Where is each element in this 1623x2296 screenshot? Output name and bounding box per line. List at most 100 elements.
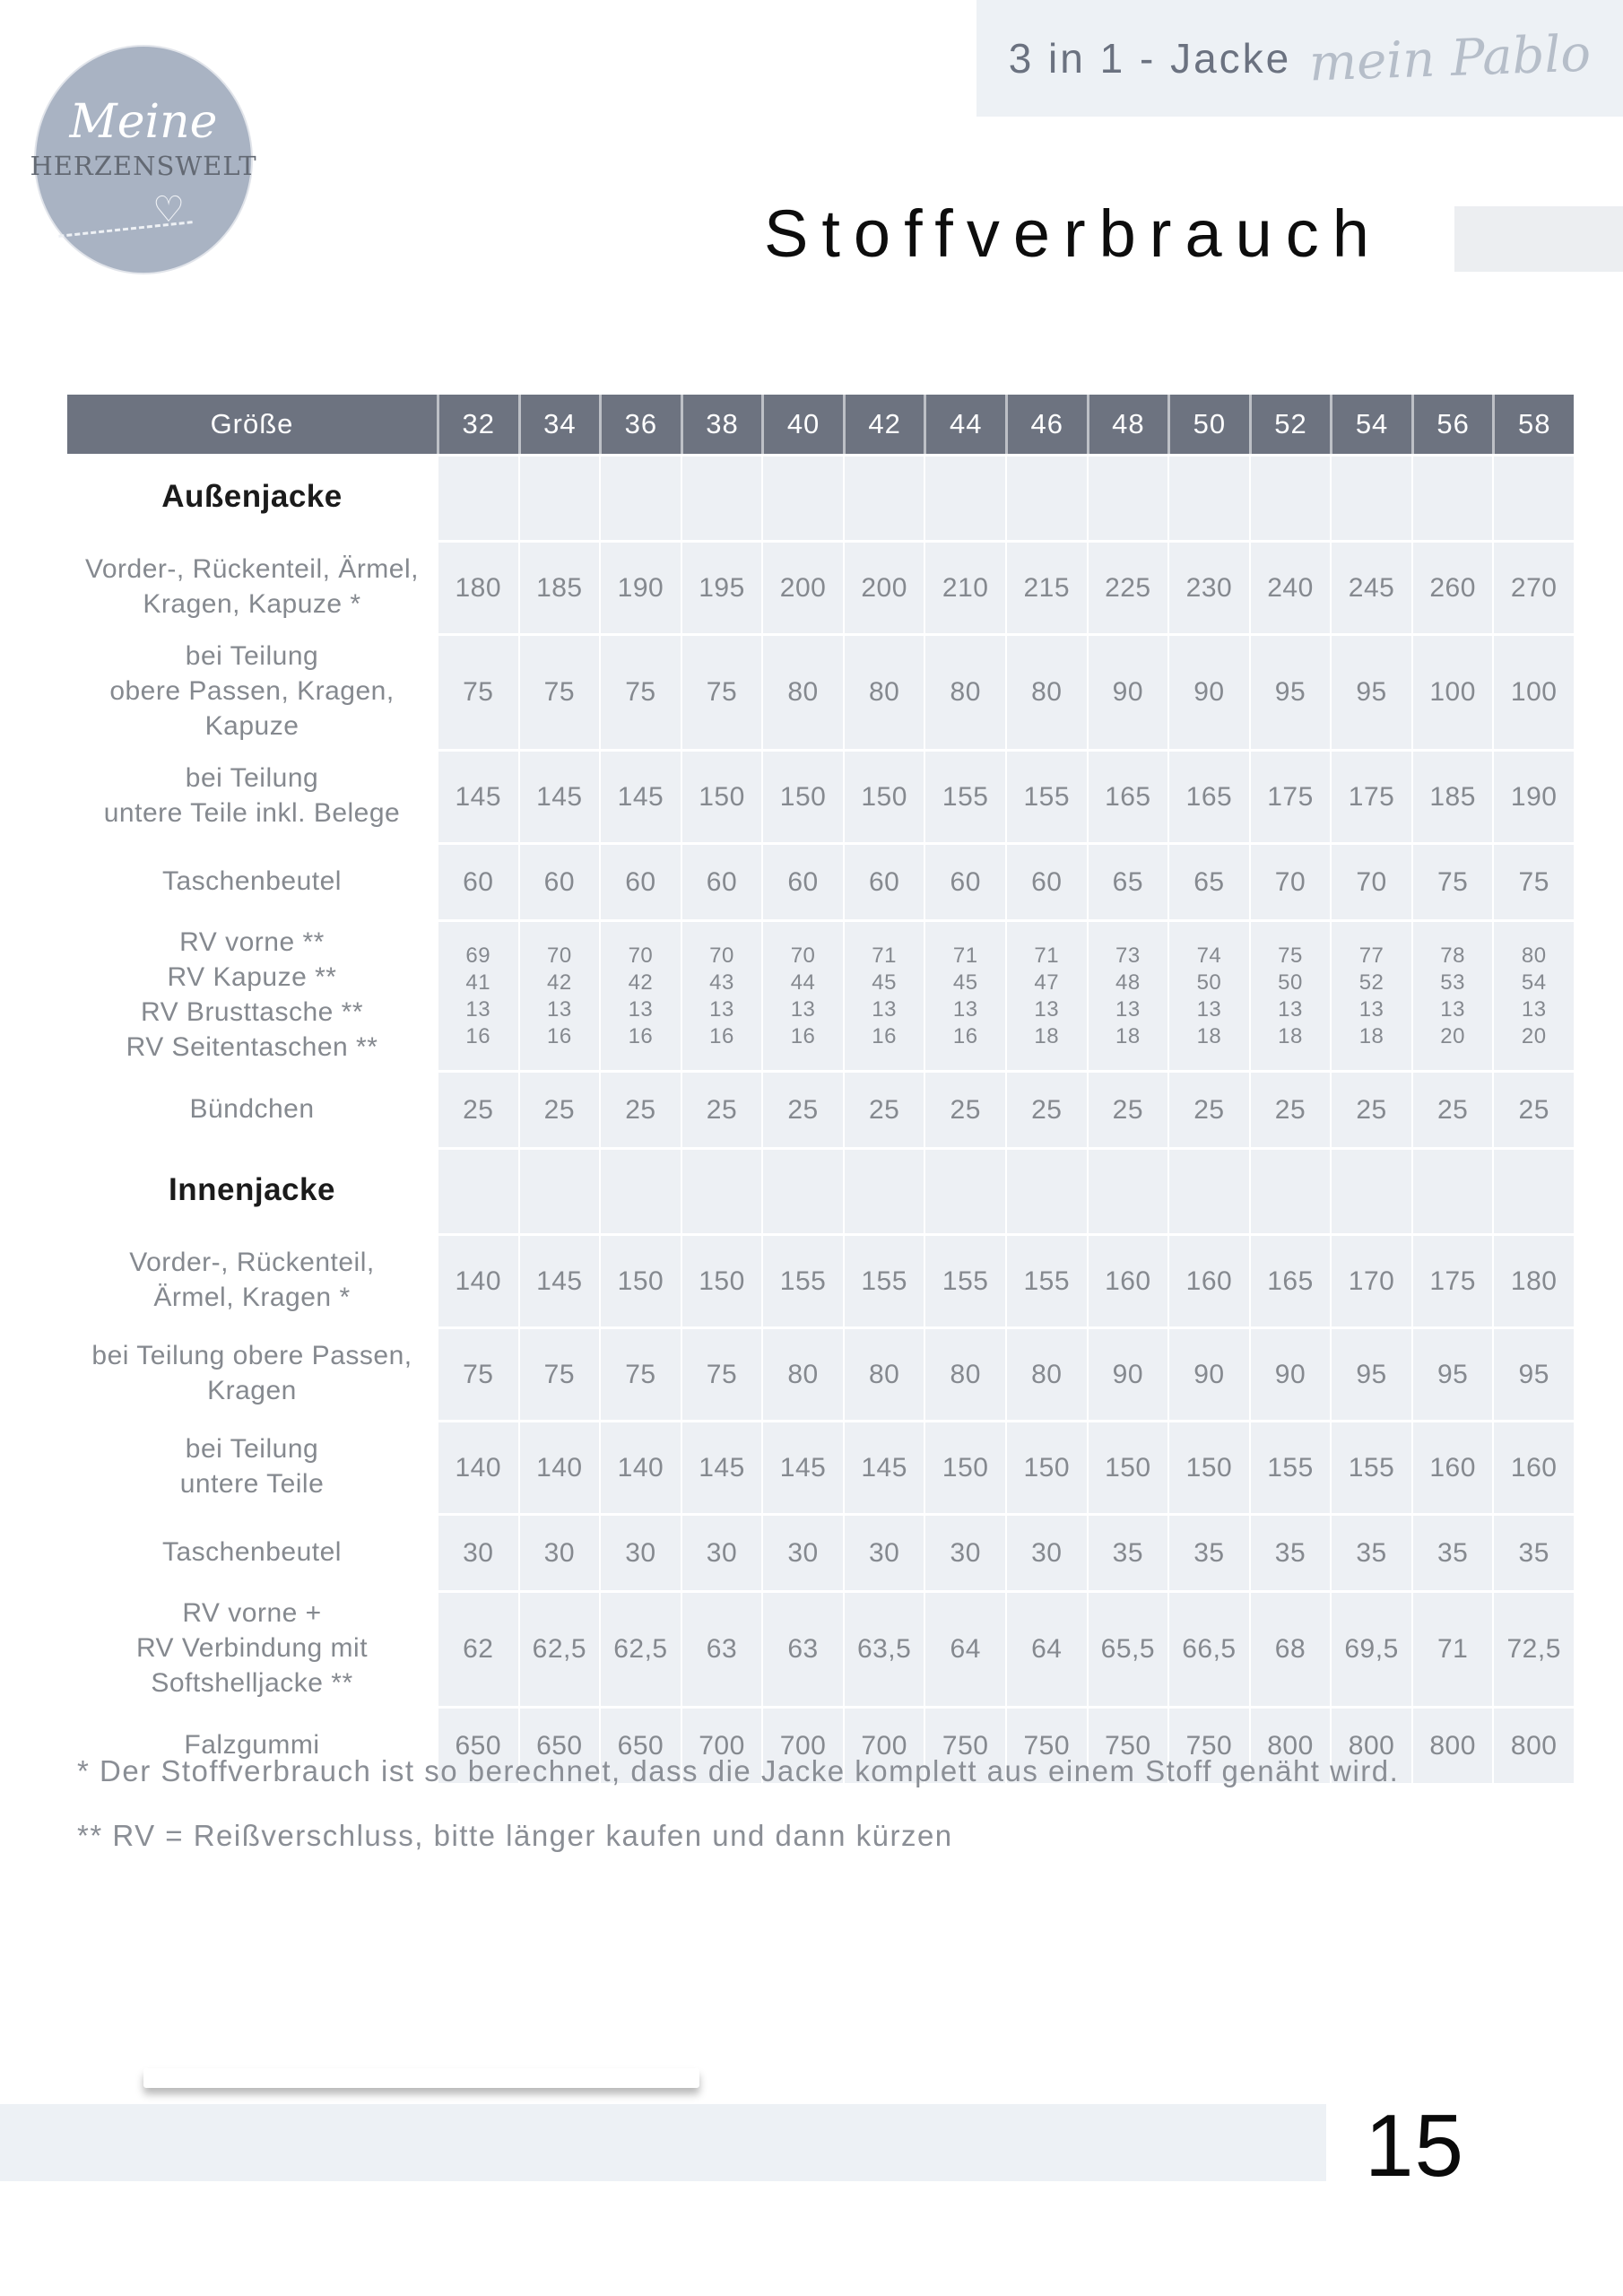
value-cell: 95 (1248, 633, 1331, 749)
value-cell: 35 (1410, 1513, 1493, 1590)
table-header-row: Größe 32 34 36 38 40 42 44 46 48 50 52 54 56 58 (67, 395, 1574, 454)
table-data-row: bei Teilung obere Passen, Kragen 75 75 75 75 8… (67, 1326, 1574, 1420)
value-line: 71 (872, 943, 897, 968)
value-cell: 700 (842, 1706, 924, 1783)
empty-cell (1167, 454, 1249, 540)
value-cell: 155 (1248, 1420, 1331, 1513)
table-data-row: Bündchen 25 25 25 25 25 25 25 25 25 25 25 25 25 25 (67, 1070, 1574, 1147)
value-line: 18 (1196, 1023, 1222, 1048)
value-cell: 25 (599, 1070, 681, 1147)
row-label-line: RV Brusttasche ** (140, 997, 364, 1027)
empty-cell (761, 1147, 843, 1233)
value-cell: 25 (1248, 1070, 1331, 1147)
value-cell: 150 (924, 1420, 1005, 1513)
value-cell: 69 41 13 16 (437, 919, 518, 1070)
value-cell: 70 44 13 16 (761, 919, 843, 1070)
value-cell: 35 (1086, 1513, 1168, 1590)
fabric-consumption-table: Größe 32 34 36 38 40 42 44 46 48 50 52 54 56 58 Außen… (67, 395, 1574, 1783)
value-cell: 155 (761, 1233, 843, 1326)
row-label-line: RV Verbindung mit (135, 1633, 369, 1663)
page-number: 15 (1365, 2096, 1465, 2195)
empty-cell (924, 454, 1005, 540)
value-line: 13 (465, 996, 491, 1022)
value-cell: 73 48 13 18 (1086, 919, 1168, 1070)
row-label: bei Teilung obere Passen, Kragen, Kapuze (67, 633, 437, 749)
value-cell: 72,5 (1492, 1590, 1574, 1706)
value-cell: 66,5 (1167, 1590, 1249, 1706)
value-cell: 70 43 13 16 (680, 919, 762, 1070)
value-cell: 100 (1410, 633, 1493, 749)
row-label: bei Teilung obere Passen, Kragen (67, 1326, 437, 1420)
size-column-header: 42 (842, 395, 924, 454)
value-cell: 175 (1410, 1233, 1493, 1326)
row-label-line: Kragen, Kapuze * (143, 589, 361, 619)
value-cell: 175 (1248, 749, 1331, 842)
footnote-2: ** RV = Reißverschluss, bitte länger kau… (77, 1819, 953, 1852)
value-cell: 90 (1086, 1326, 1168, 1420)
empty-cell (517, 1147, 600, 1233)
value-cell: 25 (924, 1070, 1005, 1147)
row-label: Vorder-, Rückenteil, Ärmel, Kragen * (67, 1233, 437, 1326)
value-line: 70 (709, 943, 734, 968)
value-line: 69 (465, 943, 491, 968)
brand-logo: Meine HERZENSWELT ♡ (30, 47, 256, 273)
value-cell: 60 (599, 842, 681, 919)
value-cell: 150 (1004, 1420, 1087, 1513)
table-section-row: Außenjacke (67, 454, 1574, 540)
value-cell: 63 (761, 1590, 843, 1706)
row-label-line: Ärmel, Kragen * (153, 1283, 351, 1312)
value-cell: 140 (517, 1420, 600, 1513)
value-cell: 100 (1492, 633, 1574, 749)
table-body: Außenjacke Vorder-, Rückenteil, Ärmel, Kra… (67, 454, 1574, 1783)
value-line: 41 (465, 970, 491, 995)
table-data-row: Taschenbeutel 60 60 60 60 60 60 60 60 65 65 70 70 75 7… (67, 842, 1574, 919)
value-line: 13 (1521, 996, 1547, 1022)
value-cell: 25 (1492, 1070, 1574, 1147)
empty-cell (1086, 1147, 1168, 1233)
value-line: 13 (1196, 996, 1222, 1022)
value-cell: 230 (1167, 540, 1249, 633)
value-line: 16 (709, 1023, 734, 1048)
value-line: 13 (709, 996, 734, 1022)
size-column-header: 46 (1004, 395, 1087, 454)
row-label-line: untere Teile (179, 1469, 325, 1499)
value-cell: 170 (1330, 1233, 1411, 1326)
value-line: 70 (547, 943, 572, 968)
value-cell: 160 (1086, 1233, 1168, 1326)
value-cell: 800 (1410, 1706, 1493, 1783)
row-label-line: Taschenbeutel (162, 865, 342, 896)
size-column-header: 48 (1086, 395, 1168, 454)
value-cell: 155 (1004, 1233, 1087, 1326)
value-cell: 30 (517, 1513, 600, 1590)
value-cell: 145 (517, 749, 600, 842)
table-section-row: Innenjacke (67, 1147, 1574, 1233)
value-cell: 68 (1248, 1590, 1331, 1706)
value-cell: 190 (599, 540, 681, 633)
pattern-subtitle-script: mein Pablo (1308, 24, 1593, 92)
row-label-line: RV Kapuze ** (167, 962, 337, 992)
value-line: 13 (872, 996, 897, 1022)
empty-cell (1248, 1147, 1331, 1233)
row-label-line: Taschenbeutel (162, 1536, 342, 1567)
value-line: 18 (1034, 1023, 1060, 1048)
row-label-line: Falzgummi (184, 1729, 320, 1760)
row-label-line: bei Teilung (185, 763, 319, 793)
value-line: 43 (709, 970, 734, 995)
value-cell: 70 42 13 16 (599, 919, 681, 1070)
value-cell: 30 (924, 1513, 1005, 1590)
value-cell: 30 (1004, 1513, 1087, 1590)
table-data-row: Vorder-, Rückenteil, Ärmel, Kragen, Kapuz… (67, 540, 1574, 633)
value-cell: 62,5 (599, 1590, 681, 1706)
footer-band (0, 2104, 1326, 2181)
value-cell: 75 (1492, 842, 1574, 919)
size-column-header: 34 (517, 395, 600, 454)
row-label: Bündchen (67, 1070, 437, 1147)
size-column-header: 50 (1167, 395, 1249, 454)
value-line: 70 (790, 943, 816, 968)
row-label-line: obere Passen, Kragen, (109, 676, 395, 706)
value-cell: 155 (842, 1233, 924, 1326)
value-cell: 25 (680, 1070, 762, 1147)
value-cell: 25 (437, 1070, 518, 1147)
empty-cell (599, 454, 681, 540)
